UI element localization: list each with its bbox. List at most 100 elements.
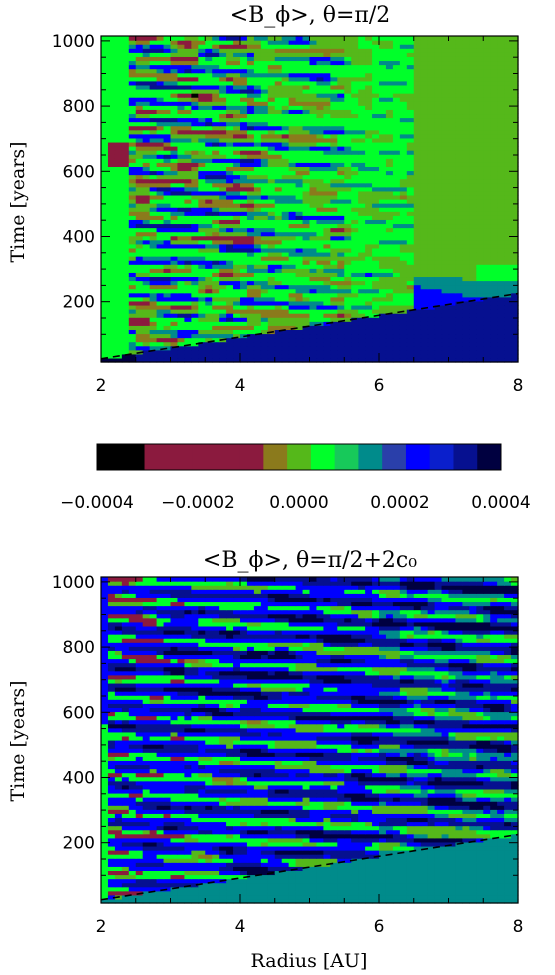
heatmap-cell	[323, 40, 331, 45]
heatmap-cell	[469, 341, 477, 347]
heatmap-cell	[295, 199, 304, 204]
heatmap-cell	[406, 321, 415, 326]
heatmap-cell	[434, 292, 443, 298]
heatmap-cell	[184, 76, 192, 82]
heatmap-cell	[302, 80, 311, 86]
heatmap-cell	[469, 219, 477, 225]
heatmap-cell	[163, 288, 172, 294]
heatmap-cell	[212, 80, 220, 86]
heatmap-cell	[246, 101, 255, 106]
heatmap-cell	[246, 68, 255, 74]
heatmap-cell	[469, 68, 477, 74]
heatmap-cell	[427, 190, 436, 196]
heatmap-cell	[142, 894, 151, 900]
heatmap-cell	[281, 182, 290, 188]
heatmap-cell	[434, 296, 443, 302]
heatmap-cell	[469, 296, 477, 302]
heatmap-cell	[107, 158, 116, 163]
heatmap-cell	[205, 304, 213, 310]
heatmap-cell	[427, 121, 436, 127]
heatmap-cell	[358, 40, 366, 45]
heatmap-cell	[392, 68, 401, 74]
heatmap-cell	[288, 256, 297, 261]
heatmap-cell	[406, 56, 415, 62]
heatmap-cell	[372, 117, 380, 123]
heatmap-cell	[246, 349, 255, 355]
heatmap-cell	[406, 40, 415, 45]
heatmap-cell	[107, 313, 116, 318]
heatmap-cell	[399, 141, 408, 147]
heatmap-cell	[379, 325, 387, 330]
heatmap-cell	[184, 207, 192, 212]
heatmap-cell	[497, 182, 505, 188]
heatmap-cell	[392, 247, 401, 253]
heatmap-cell	[455, 251, 463, 257]
heatmap-cell	[385, 162, 394, 167]
heatmap-cell	[448, 219, 457, 225]
heatmap-cell	[316, 174, 324, 180]
heatmap-cell	[420, 97, 429, 102]
heatmap-cell	[114, 321, 123, 326]
heatmap-cell	[128, 88, 137, 94]
heatmap-cell	[142, 76, 151, 82]
heatmap-cell	[295, 133, 304, 139]
heatmap-cell	[177, 190, 185, 196]
heatmap-cell	[226, 243, 234, 249]
heatmap-cell	[337, 304, 345, 310]
heatmap-cell	[101, 300, 109, 306]
heatmap-cell	[392, 239, 401, 245]
heatmap-cell	[253, 203, 262, 208]
heatmap-cell	[469, 353, 477, 359]
heatmap-cell	[455, 36, 463, 41]
heatmap-cell	[330, 292, 338, 298]
heatmap-cell	[420, 325, 429, 330]
heatmap-cell	[240, 325, 248, 330]
heatmap-cell	[511, 101, 519, 106]
heatmap-cell	[226, 158, 234, 163]
heatmap-cell	[170, 178, 179, 184]
heatmap-cell	[128, 333, 137, 339]
heatmap-cell	[309, 113, 318, 119]
heatmap-cell	[253, 48, 262, 53]
heatmap-cell	[295, 219, 304, 225]
heatmap-cell	[372, 325, 380, 330]
heatmap-cell	[504, 64, 512, 70]
heatmap-cell	[337, 268, 345, 273]
heatmap-cell	[406, 317, 415, 322]
heatmap-cell	[497, 190, 505, 196]
heatmap-cell	[142, 203, 151, 208]
heatmap-cell	[219, 80, 227, 86]
heatmap-cell	[240, 158, 248, 163]
heatmap-cell	[323, 317, 331, 322]
heatmap-cell	[219, 260, 227, 265]
heatmap-cell	[483, 231, 491, 237]
heatmap-cell	[246, 251, 255, 257]
heatmap-cell	[198, 129, 206, 135]
heatmap-cell	[156, 93, 165, 98]
heatmap-cell	[406, 133, 415, 139]
heatmap-cell	[469, 137, 477, 143]
heatmap-cell	[448, 186, 457, 192]
heatmap-cell	[469, 174, 477, 180]
heatmap-cell	[170, 304, 179, 310]
heatmap-cell	[351, 40, 359, 45]
heatmap-cell	[101, 150, 109, 155]
heatmap-cell	[191, 72, 199, 78]
heatmap-cell	[351, 304, 359, 310]
heatmap-cell	[344, 199, 352, 204]
heatmap-cell	[441, 231, 450, 237]
heatmap-cell	[156, 178, 165, 184]
heatmap-cell	[107, 125, 116, 131]
heatmap-cell	[490, 211, 498, 216]
heatmap-cell	[121, 154, 130, 159]
heatmap-cell	[198, 56, 206, 62]
heatmap-cell	[392, 313, 401, 318]
heatmap-cell	[114, 296, 123, 302]
heatmap-cell	[469, 60, 477, 66]
y-tick-label: 800	[63, 97, 95, 117]
heatmap-cell	[323, 345, 331, 351]
heatmap-cell	[246, 211, 255, 216]
heatmap-cell	[392, 174, 401, 180]
heatmap-cell	[198, 178, 206, 184]
heatmap-cell	[170, 203, 179, 208]
